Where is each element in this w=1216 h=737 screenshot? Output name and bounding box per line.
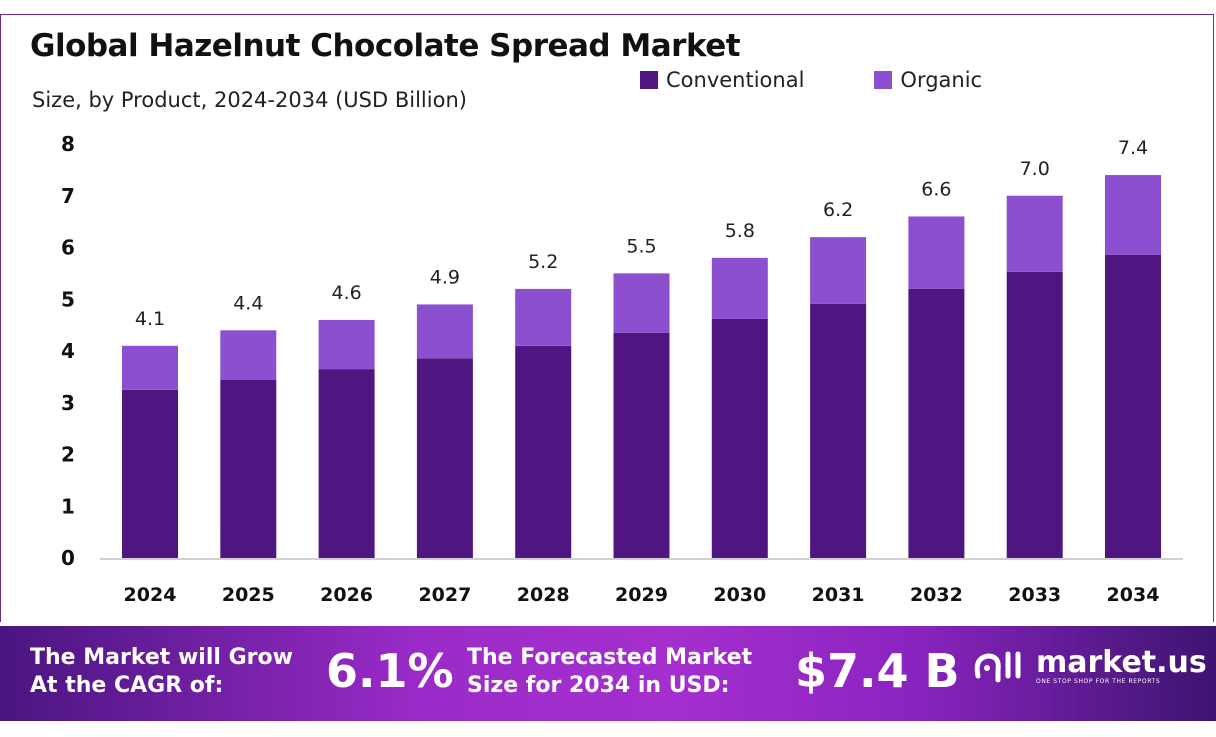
bar-conventional-2031 <box>810 303 867 558</box>
chart-subtitle: Size, by Product, 2024-2034 (USD Billion… <box>32 88 467 112</box>
x-tick-label: 2033 <box>1008 584 1061 606</box>
x-tick-label: 2032 <box>910 584 963 606</box>
y-tick-label: 6 <box>61 236 75 260</box>
cagr-label-line2: At the CAGR of: <box>30 673 224 698</box>
data-label: 4.1 <box>135 308 165 330</box>
bar-organic-2030 <box>711 257 768 319</box>
chart-title: Global Hazelnut Chocolate Spread Market <box>30 28 741 64</box>
y-tick-label: 7 <box>61 184 75 208</box>
footer-banner: The Market will Grow At the CAGR of: 6.1… <box>0 626 1216 721</box>
legend-label: Organic <box>900 68 983 92</box>
bar-organic-2026 <box>318 319 375 370</box>
y-tick-label: 0 <box>61 546 75 570</box>
logo-tagline: ONE STOP SHOP FOR THE REPORTS <box>1036 677 1161 685</box>
y-tick-label: 2 <box>61 443 75 467</box>
bar-conventional-2034 <box>1105 254 1161 558</box>
bar-conventional-2028 <box>515 345 572 558</box>
bar-conventional-2025 <box>220 379 277 558</box>
market-us-logo: market.us ONE STOP SHOP FOR THE REPORTS <box>972 646 1207 686</box>
bar-organic-2028 <box>515 288 572 346</box>
data-label: 4.9 <box>430 266 460 288</box>
bar-chart: 0 1 2 3 4 5 6 7 8 4.1 2024 4.4 2025 4.6 2026 4.9 2027 5.2… <box>61 132 1183 606</box>
cagr-label: The Market will Grow At the CAGR of: <box>30 644 293 700</box>
bar-organic-2027 <box>416 304 473 359</box>
x-tick-label: 2031 <box>812 584 865 606</box>
x-tick-label: 2027 <box>418 584 471 606</box>
x-tick-label: 2029 <box>615 584 668 606</box>
bar-organic-2025 <box>220 330 277 380</box>
data-label: 5.2 <box>528 251 558 273</box>
data-label: 6.2 <box>823 199 853 221</box>
bar-conventional-2024 <box>122 389 178 558</box>
x-tick-label: 2026 <box>320 584 373 606</box>
cagr-value: 6.1% <box>326 644 454 698</box>
x-tick-label: 2024 <box>124 584 177 606</box>
bar-conventional-2032 <box>908 288 965 558</box>
bar-organic-2032 <box>908 216 965 289</box>
bar-conventional-2030 <box>711 318 768 558</box>
x-tick-label: 2025 <box>222 584 275 606</box>
bar-organic-2033 <box>1006 195 1063 272</box>
bar-organic-2024 <box>122 345 178 390</box>
legend-swatch-organic <box>874 71 893 89</box>
y-tick-label: 8 <box>61 132 75 156</box>
bar-conventional-2029 <box>613 332 670 558</box>
x-tick-label: 2028 <box>517 584 570 606</box>
legend: Conventional Organic <box>640 68 982 92</box>
y-tick-label: 5 <box>61 287 75 311</box>
bar-organic-2031 <box>810 237 867 304</box>
bar-organic-2029 <box>613 273 670 333</box>
data-label: 5.5 <box>626 235 656 257</box>
data-label: 7.0 <box>1020 158 1050 180</box>
bar-conventional-2026 <box>318 369 375 558</box>
bar-conventional-2033 <box>1006 271 1063 558</box>
forecast-label-line1: The Forecasted Market <box>467 645 753 670</box>
logo-icon <box>974 651 1021 683</box>
bar-organic-2034 <box>1105 175 1161 255</box>
y-tick-label: 4 <box>61 339 75 363</box>
x-tick-label: 2030 <box>713 584 766 606</box>
forecast-label-line2: Size for 2034 in USD: <box>467 673 730 698</box>
data-label: 5.8 <box>725 220 755 242</box>
data-label: 4.6 <box>331 282 361 304</box>
bar-conventional-2027 <box>416 358 473 558</box>
data-label: 7.4 <box>1118 137 1148 159</box>
y-tick-label: 1 <box>61 494 75 518</box>
chart-frame <box>0 14 1214 622</box>
cagr-label-line1: The Market will Grow <box>30 645 293 670</box>
legend-swatch-conventional <box>640 71 658 89</box>
data-label: 6.6 <box>921 178 951 200</box>
data-label: 4.4 <box>233 292 263 314</box>
forecast-value: $7.4 B <box>795 644 960 698</box>
legend-item-organic: Organic <box>874 68 982 92</box>
legend-item-conventional: Conventional <box>640 68 804 92</box>
forecast-label: The Forecasted Market Size for 2034 in U… <box>467 644 752 700</box>
logo-name: market.us <box>1036 644 1207 680</box>
y-tick-label: 3 <box>61 391 75 415</box>
legend-label: Conventional <box>666 68 805 92</box>
x-tick-label: 2034 <box>1107 584 1160 606</box>
